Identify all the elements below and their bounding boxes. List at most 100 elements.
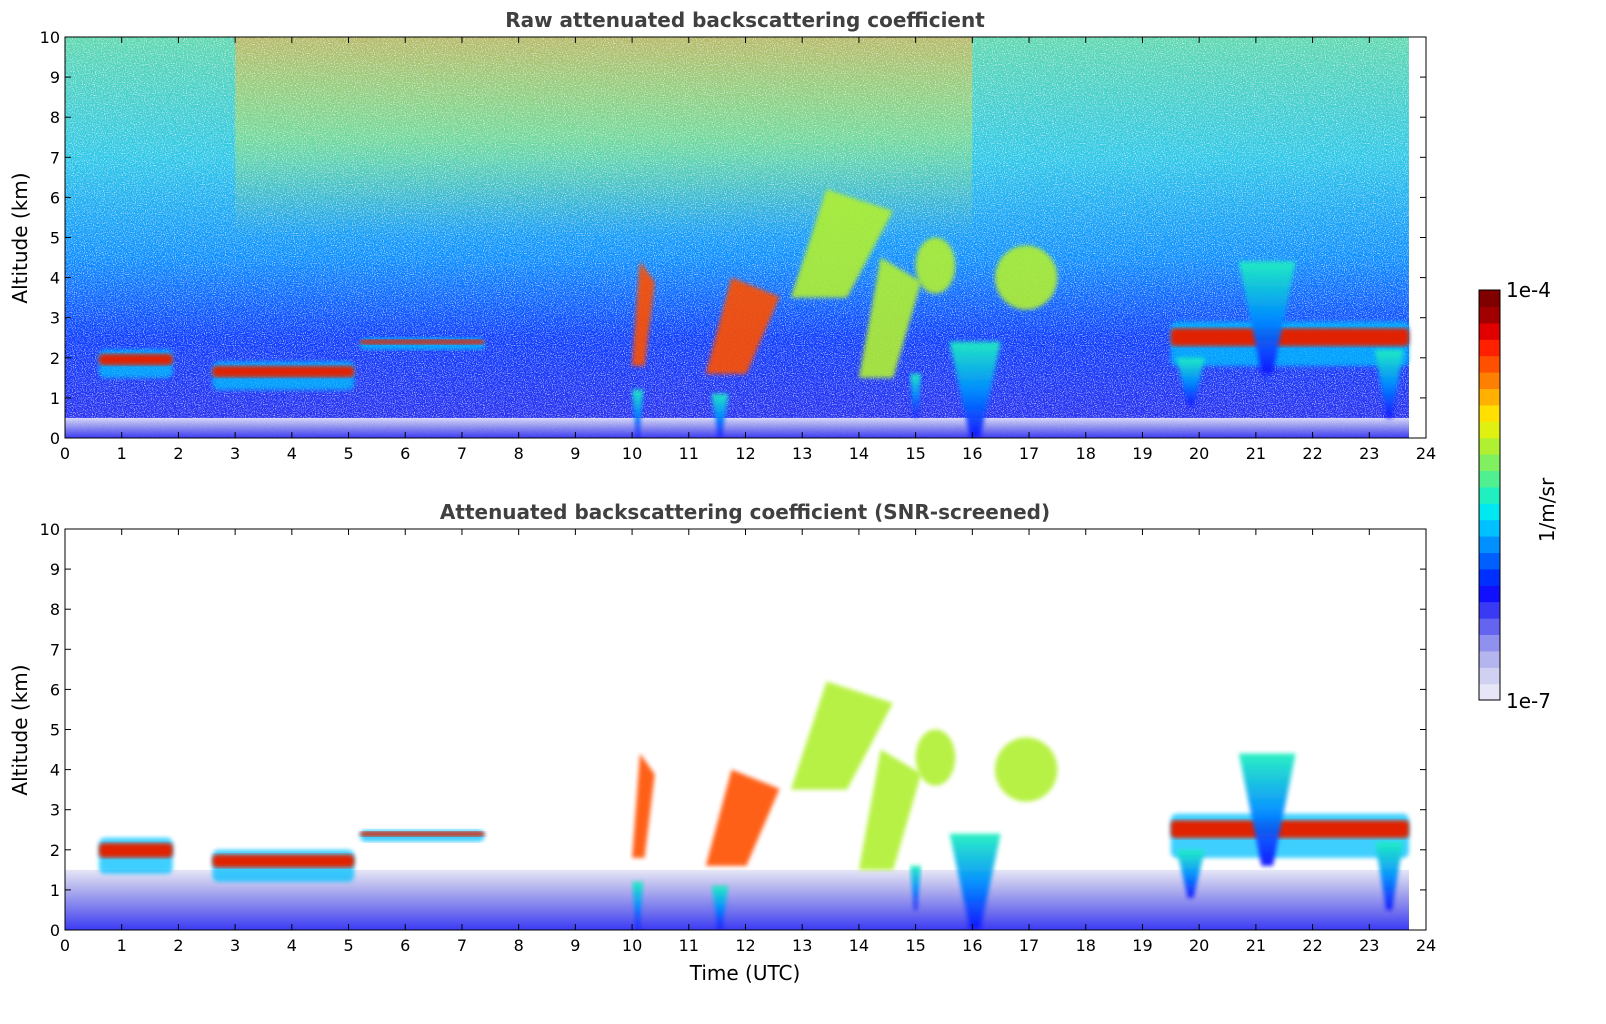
x-tick-label: 4 xyxy=(287,936,297,955)
feature-precip-plume xyxy=(1374,841,1404,910)
x-tick-label: 11 xyxy=(679,444,699,463)
y-axis-label: Altitude (km) xyxy=(8,664,32,795)
x-tick-label: 21 xyxy=(1246,936,1266,955)
colorbar-swatch xyxy=(1479,470,1500,488)
y-tick-label: 7 xyxy=(50,640,60,659)
y-tick-label: 5 xyxy=(50,721,60,740)
y-tick-label: 10 xyxy=(40,520,60,539)
colorbar-swatch xyxy=(1479,322,1500,340)
y-tick-label: 9 xyxy=(50,560,60,579)
feature-precip-plume xyxy=(1238,753,1296,866)
cloud-core xyxy=(99,353,173,366)
feature-cloud-plume xyxy=(858,749,922,870)
y-tick-label: 0 xyxy=(50,921,60,940)
colorbar-swatch xyxy=(1479,437,1500,455)
feature-fall-streak xyxy=(632,881,644,930)
x-tick-label: 16 xyxy=(962,444,982,463)
colorbar-swatch xyxy=(1479,683,1500,701)
feature-cloud-patch xyxy=(915,237,956,294)
x-tick-label: 3 xyxy=(230,936,240,955)
x-tick-label: 10 xyxy=(622,936,642,955)
colorbar-swatch xyxy=(1479,552,1500,570)
x-tick-label: 7 xyxy=(457,936,467,955)
x-tick-label: 5 xyxy=(343,444,353,463)
feature-precip-plume xyxy=(1176,357,1205,406)
axes: 0 1 2 3 4 5 6 7 8 9 10 11 12 13 14 15 16 17 18 19 20 21 22 23 24… xyxy=(40,28,1437,463)
colorbar-frame xyxy=(1478,289,1501,701)
x-tick-label: 24 xyxy=(1416,444,1436,463)
colorbar-swatch xyxy=(1479,290,1500,307)
feature-cloud-plume xyxy=(790,681,893,790)
feature-cloud-layer xyxy=(359,829,485,842)
colorbar-swatch xyxy=(1479,634,1500,652)
feature-cloud-layer xyxy=(1170,321,1409,366)
colorbar-swatch xyxy=(1479,339,1500,357)
y-tick-label: 8 xyxy=(50,108,60,127)
colorbar-swatch xyxy=(1479,568,1500,586)
feature-fall-streak xyxy=(909,373,922,418)
x-tick-label: 0 xyxy=(60,444,70,463)
cloud-core xyxy=(1170,328,1409,346)
y-tick-label: 2 xyxy=(50,841,60,860)
x-tick-label: 6 xyxy=(400,444,410,463)
x-tick-label: 16 xyxy=(962,936,982,955)
x-tick-label: 1 xyxy=(117,444,127,463)
x-tick-label: 23 xyxy=(1359,444,1379,463)
x-tick-label: 18 xyxy=(1076,936,1096,955)
panel-raw: Raw attenuated backscattering coefficien… xyxy=(8,8,1436,463)
cloud-core xyxy=(1170,820,1409,838)
feature-precip-plume xyxy=(949,341,1001,438)
colorbar-swatch xyxy=(1479,404,1500,422)
feature-cloud-patch xyxy=(995,245,1058,310)
feature-precip-plume xyxy=(1374,349,1404,418)
cloud-core xyxy=(359,339,485,345)
x-tick-label: 21 xyxy=(1246,444,1266,463)
feature-cloud-plume xyxy=(632,261,655,366)
panel-screened: Attenuated backscattering coefficient (S… xyxy=(8,500,1436,985)
colorbar-swatch xyxy=(1479,421,1500,439)
x-tick-label: 12 xyxy=(735,444,755,463)
axes: 0 1 2 3 4 5 6 7 8 9 10 11 12 13 14 15 16 17 18 19 20 21 22 23 24… xyxy=(40,520,1437,955)
cloud-core xyxy=(99,843,173,858)
colorbar-swatch xyxy=(1479,650,1500,668)
feature-fall-streak xyxy=(711,885,729,930)
x-tick-label: 7 xyxy=(457,444,467,463)
colorbar-swatch xyxy=(1479,372,1500,389)
feature-cloud-plume xyxy=(858,257,922,378)
colorbar-swatch xyxy=(1479,454,1500,471)
feature-cloud-layer xyxy=(99,349,173,378)
x-tick-label: 9 xyxy=(570,444,580,463)
x-tick-label: 20 xyxy=(1189,936,1209,955)
x-tick-label: 4 xyxy=(287,444,297,463)
y-tick-label: 7 xyxy=(50,148,60,167)
x-tick-label: 2 xyxy=(173,936,183,955)
y-tick-label: 3 xyxy=(50,801,60,820)
colorbar-swatch xyxy=(1479,519,1500,537)
x-tick-label: 18 xyxy=(1076,444,1096,463)
y-tick-label: 0 xyxy=(50,429,60,448)
feature-cloud-layer xyxy=(1170,813,1409,858)
x-tick-label: 14 xyxy=(849,444,869,463)
feature-boundary-layer xyxy=(65,417,1409,438)
colorbar-swatches xyxy=(1479,290,1500,701)
y-tick-label: 10 xyxy=(40,28,60,47)
x-tick-label: 0 xyxy=(60,936,70,955)
feature-cloud-layer xyxy=(359,337,485,350)
feature-cloud-patch xyxy=(915,729,956,786)
feature-cloud-layer xyxy=(212,361,355,390)
feature-cloud-patch xyxy=(995,737,1058,802)
feature-precip-plume xyxy=(1238,261,1296,374)
x-tick-label: 15 xyxy=(905,936,925,955)
x-tick-label: 14 xyxy=(849,936,869,955)
x-tick-label: 20 xyxy=(1189,444,1209,463)
colorbar-swatch xyxy=(1479,486,1500,504)
x-tick-label: 19 xyxy=(1132,444,1152,463)
x-tick-label: 24 xyxy=(1416,936,1436,955)
cloud-core xyxy=(212,366,355,378)
feature-cloud-layer xyxy=(212,849,355,882)
colorbar-swatch xyxy=(1479,536,1500,553)
y-tick-label: 6 xyxy=(50,188,60,207)
feature-fall-streak xyxy=(909,865,922,910)
colorbar-unit-label: 1/m/sr xyxy=(1535,477,1559,542)
